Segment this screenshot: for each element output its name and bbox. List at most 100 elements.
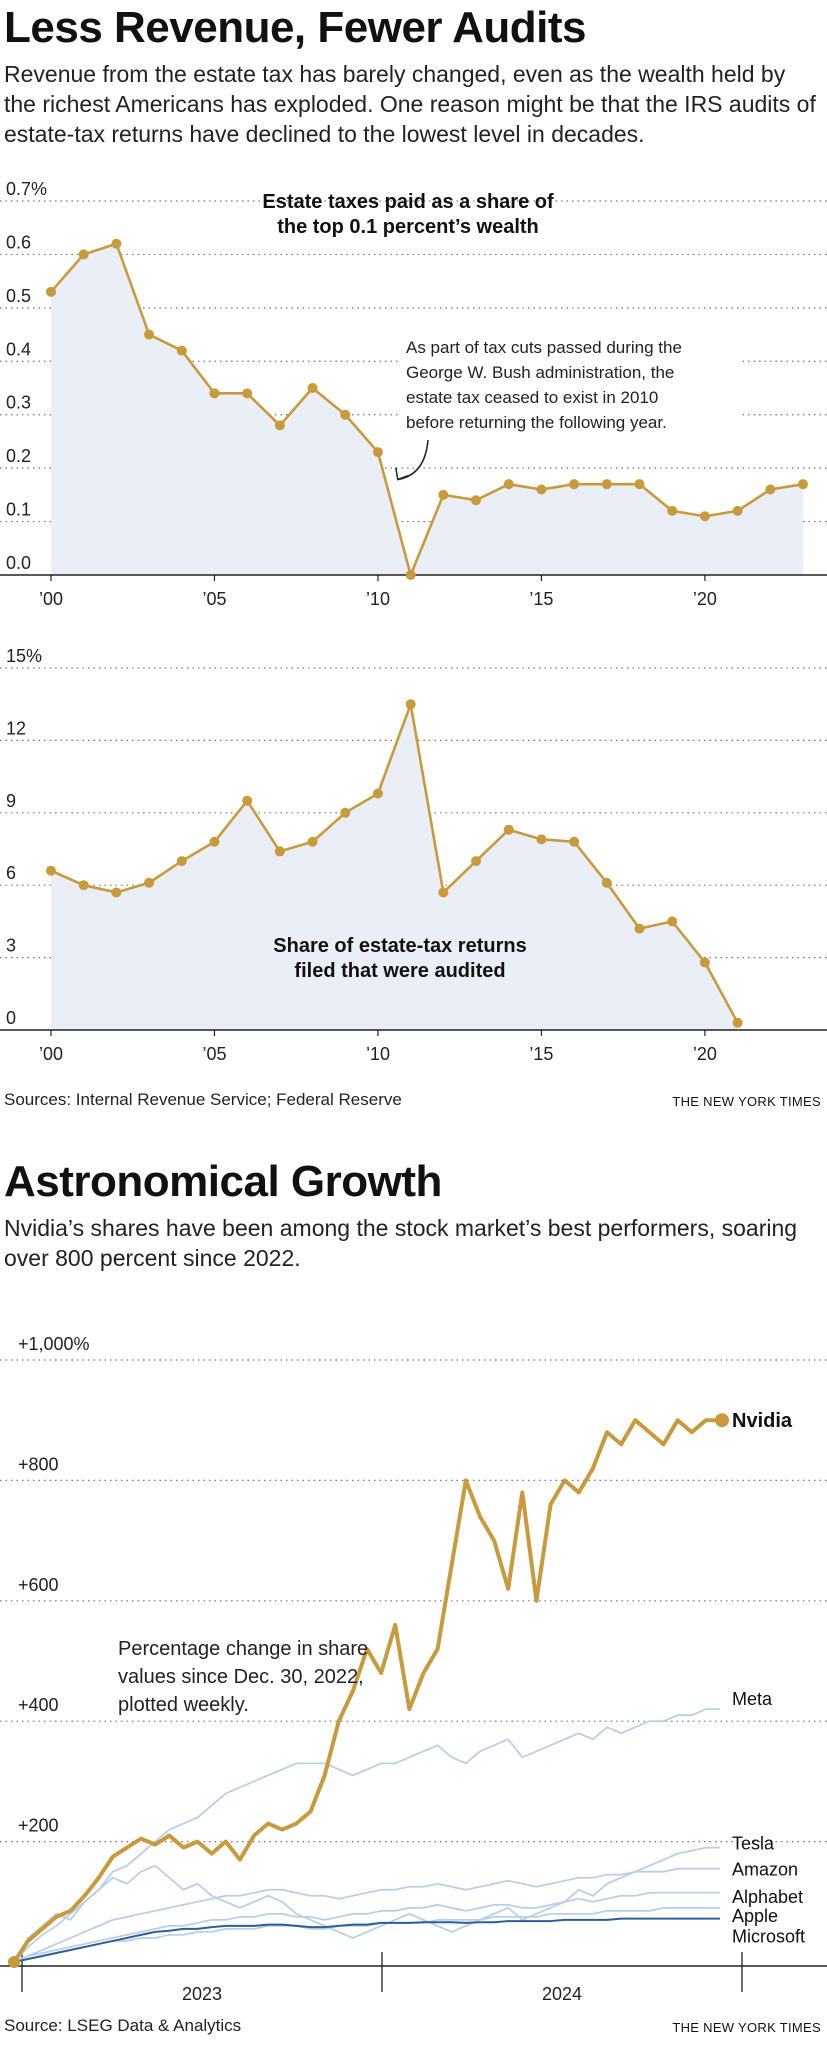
audit-rate-data-point — [176, 856, 187, 867]
estate-share-data-point — [667, 505, 678, 516]
chart-estate-tax-share: 0.0 0.1 0.2 0.3 0.4 0.5 0.6 0.7% ’00 ’05 ’10 ’15 ’20… — [0, 179, 827, 609]
audit-rate-data-point — [340, 807, 351, 818]
estate-share-annotation-text: before returning the following year. — [406, 413, 667, 432]
estate-share-data-point — [78, 249, 89, 260]
audit-rate-y-tick-label: 9 — [6, 791, 16, 811]
audit-rate-x-tick-label: ’00 — [39, 1044, 63, 1060]
audit-rate-x-tick-label: ’10 — [366, 1044, 390, 1060]
estate-share-data-point — [798, 479, 808, 490]
estate-share-x-tick-label: ’10 — [366, 589, 390, 609]
growth-series-line-alphabet — [13, 1891, 720, 1963]
growth-annotation-text: Percentage change in share — [118, 1638, 368, 1660]
growth-annotation-text: values since Dec. 30, 2022, — [118, 1666, 364, 1688]
estate-share-annotation-bg — [400, 360, 740, 384]
estate-share-annotation-bg — [400, 335, 740, 359]
audit-rate-data-point — [699, 957, 710, 968]
audit-rate-data-point — [78, 880, 89, 891]
growth-y-tick-label: +400 — [18, 1695, 59, 1715]
headline-estate-tax: Less Revenue, Fewer Audits — [4, 3, 587, 52]
audit-rate-x-tick-label: ’15 — [529, 1044, 553, 1060]
dek-estate-tax: Revenue from the estate tax has barely c… — [4, 61, 816, 147]
growth-y-tick-label: +1,000% — [18, 1334, 90, 1354]
growth-series-line-meta — [13, 1708, 720, 1963]
estate-share-chart-title: Estate taxes paid as a share of — [262, 191, 554, 213]
section-nvidia: Astronomical Growth Nvidia’s shares have… — [0, 1140, 827, 2048]
audit-rate-y-tick-label: 6 — [6, 863, 16, 883]
headline-nvidia: Astronomical Growth — [4, 1157, 442, 1206]
estate-share-annotation-text: George W. Bush administration, the — [406, 363, 674, 382]
chart-audit-rate: 0 3 6 9 12 15% ’00 ’05 ’10 ’15 ’20 Share of estate-… — [0, 646, 827, 1060]
estate-share-y-tick-label: 0.3 — [6, 393, 31, 413]
audit-rate-data-point — [536, 834, 547, 845]
growth-series-label-amazon: Amazon — [732, 1860, 798, 1880]
estate-share-data-point — [372, 447, 383, 458]
estate-share-x-tick-label: ’20 — [693, 589, 717, 609]
audit-rate-data-point — [405, 699, 416, 710]
estate-share-y-tick-label: 0.2 — [6, 446, 31, 466]
audit-rate-data-point — [144, 877, 155, 888]
audit-rate-data-point — [111, 887, 122, 898]
dek-nvidia: Nvidia’s shares have been among the stoc… — [4, 1215, 798, 1271]
audit-rate-series-line — [50, 702, 739, 1024]
estate-share-y-tick-label: 0.5 — [6, 286, 31, 306]
audit-rate-data-point — [634, 923, 645, 934]
estate-share-y-tick-label: 0.6 — [6, 232, 31, 252]
audit-rate-data-point — [242, 795, 253, 806]
estate-share-annotation-bg — [400, 385, 740, 409]
audit-rate-data-point — [667, 916, 678, 927]
growth-series-line-nvidia — [12, 1418, 720, 1964]
estate-share-data-point — [536, 484, 547, 495]
audit-rate-data-point — [46, 865, 56, 876]
estate-share-data-point — [405, 570, 416, 580]
audit-rate-y-tick-label: 12 — [6, 718, 26, 738]
growth-series-line-apple — [13, 1906, 720, 1963]
audit-rate-data-point — [307, 836, 318, 847]
estate-share-data-point — [438, 489, 449, 500]
growth-series-line-amazon — [13, 1867, 720, 1963]
estate-share-data-point — [274, 420, 285, 431]
growth-series-label-alphabet: Alphabet — [732, 1887, 803, 1907]
audit-rate-data-point — [569, 836, 580, 847]
audit-rate-data-point — [274, 846, 285, 857]
estate-share-data-point — [340, 409, 351, 420]
growth-y-tick-label: +200 — [18, 1816, 59, 1836]
estate-share-annotation-text: estate tax ceased to exist in 2010 — [406, 388, 658, 407]
audit-rate-x-tick-label: ’20 — [693, 1044, 717, 1060]
estate-share-data-point — [209, 388, 220, 399]
source-note: Source: LSEG Data & Analytics — [4, 2016, 242, 2035]
growth-series-label-nvidia: Nvidia — [732, 1410, 793, 1432]
growth-x-tick-label: 2023 — [182, 1984, 222, 2004]
estate-share-annotation-bg — [400, 410, 740, 434]
audit-rate-x-tick-label: ’05 — [202, 1044, 226, 1060]
growth-x-tick-label: 2024 — [542, 1984, 582, 2004]
growth-series-label-apple: Apple — [732, 1906, 778, 1926]
estate-share-data-point — [176, 345, 187, 356]
audit-rate-y-tick-label: 0 — [6, 1008, 16, 1028]
growth-series-label-microsoft: Microsoft — [732, 1927, 805, 1947]
growth-y-tick-label: +800 — [18, 1454, 59, 1474]
estate-share-annotation-arrowhead — [395, 467, 410, 481]
estate-share-data-point — [111, 238, 122, 249]
audit-rate-chart-title: filed that were audited — [294, 960, 505, 982]
nyt-credit: THE NEW YORK TIMES — [672, 1094, 821, 1109]
estate-share-data-point — [307, 383, 318, 393]
estate-share-data-point — [242, 388, 253, 399]
estate-share-y-tick-label: 0.7% — [6, 179, 47, 199]
chart-stock-growth: +200 +400 +600 +800 +1,000% 2023 2024 Nvidia Met… — [0, 1334, 827, 2004]
estate-share-data-point — [46, 286, 56, 297]
growth-nvidia-end-point — [715, 1413, 729, 1428]
estate-share-x-tick-label: ’15 — [529, 589, 553, 609]
estate-share-y-tick-label: 0.4 — [6, 339, 31, 359]
estate-share-data-point — [503, 479, 514, 490]
estate-share-series-line — [50, 242, 804, 577]
section-estate-tax: Less Revenue, Fewer Audits Revenue from … — [0, 3, 827, 1109]
audit-rate-data-point — [209, 836, 220, 847]
growth-y-tick-label: +600 — [18, 1575, 59, 1595]
audit-rate-data-point — [471, 856, 482, 867]
estate-share-data-point — [765, 484, 776, 495]
growth-series-line-tesla — [13, 1846, 720, 1963]
estate-share-data-point — [471, 495, 482, 506]
growth-series-label-meta: Meta — [732, 1689, 773, 1709]
growth-start-point — [8, 1956, 20, 1968]
estate-share-data-point — [634, 479, 645, 490]
